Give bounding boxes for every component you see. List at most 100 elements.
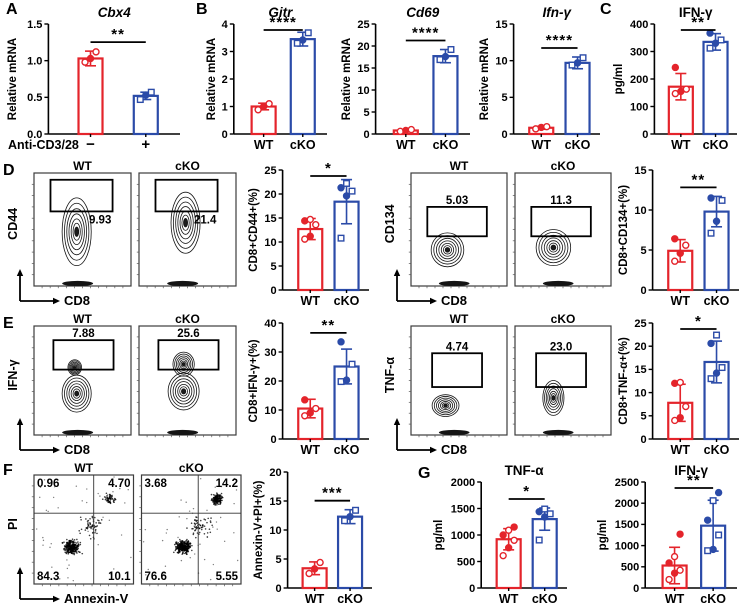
- data-point: [312, 404, 320, 413]
- contour: [74, 390, 80, 397]
- plot-frame: [138, 325, 237, 436]
- y-tick-label: 25: [264, 165, 276, 177]
- plot-title: WT: [73, 313, 92, 326]
- panel-label-b: B: [196, 1, 208, 18]
- data-point: [712, 369, 721, 377]
- E1F-svg: WT 7.88 cKO 25.6 CD8 IFN-γ: [6, 312, 237, 457]
- tnfa-elisa-bar-chart: 0 500 1000 1500 2000 pg/ml TNF-α WT cKO *: [432, 462, 575, 608]
- plot-title: WT: [74, 462, 93, 475]
- ifng-cd8-flow-plots: WT 7.88 cKO 25.6 CD8 IFN-γ: [6, 312, 240, 459]
- baseline-population: [542, 429, 574, 436]
- panel-label-a: A: [6, 1, 18, 18]
- data-point: [546, 510, 554, 518]
- x-category-label: WT: [305, 592, 325, 606]
- y-tick-label: 15: [495, 19, 507, 31]
- y-axis-title: CD8+TNF-α+(%): [618, 337, 630, 425]
- y-axis-title: Relative mRNA: [7, 38, 19, 120]
- contour: [61, 197, 92, 267]
- x-category-label: WT: [254, 138, 274, 152]
- y-axis-title: CD8+CD134+(%): [618, 185, 630, 275]
- y-tick-label: 25: [357, 19, 369, 31]
- data-point: [670, 569, 679, 577]
- baseline-population: [167, 429, 199, 436]
- gate-value: 7.88: [72, 328, 95, 340]
- y-tick-label: 5: [640, 245, 646, 257]
- C-svg: 0 100 200 300 400 pg/ml IFN-γ WT cKO **: [613, 5, 737, 152]
- D2B-svg: 0 5 10 15 CD8+CD134+(%) WT cKO **: [618, 165, 739, 308]
- panel-label-e: E: [3, 315, 14, 332]
- data-point: [136, 96, 144, 104]
- cbx4-bar-chart: 0.0 0.5 1.0 1.5 Relative mRNA Cbx4 − + Anti-CD3/…: [6, 4, 188, 154]
- y-axis-title: CD8+CD44+(%): [248, 188, 260, 272]
- x-category-label: cKO: [704, 443, 730, 457]
- contour: [443, 245, 452, 255]
- x-category-label: WT: [665, 592, 685, 606]
- FB-svg: 0 5 10 15 20 Annexin-V+PI+(%) WT cKO ***: [253, 467, 372, 606]
- significance-stars: **: [322, 317, 336, 334]
- data-point: [709, 497, 717, 505]
- contour: [181, 362, 186, 367]
- data-point: [671, 235, 679, 243]
- contour: [546, 240, 561, 255]
- B3-svg: 0 5 10 15 Relative mRNA Ifn-γ WT cKO ****: [479, 5, 600, 152]
- y-tick-label: 2: [222, 74, 228, 86]
- contour: [548, 242, 559, 253]
- x-category-label: +: [141, 136, 150, 153]
- gate-rect: [154, 178, 219, 213]
- data-point: [543, 122, 551, 131]
- significance-stars: ***: [322, 485, 343, 502]
- data-point: [510, 523, 518, 531]
- contour: [433, 396, 458, 416]
- gate-value: 9.93: [89, 214, 111, 226]
- x-axis-label: Annexin-V: [64, 591, 129, 606]
- gate-rect: [535, 352, 587, 388]
- plot-frame: [33, 325, 132, 436]
- quadrant-value-ur: 4.70: [108, 478, 130, 490]
- bar-cKO: [702, 40, 729, 136]
- ifng-elisa-bar-chart: 0 100 200 300 400 pg/ml IFN-γ WT cKO **: [612, 4, 745, 154]
- contour: [175, 355, 192, 373]
- data-point: [718, 196, 726, 204]
- contour: [73, 365, 77, 369]
- data-point: [346, 512, 354, 521]
- contour: [174, 381, 193, 402]
- y-tick-label: 15: [264, 213, 276, 225]
- y-tick-label: 5: [501, 92, 507, 104]
- data-point: [306, 409, 314, 417]
- x-category-label: cKO: [290, 138, 316, 152]
- y-tick-label: 5: [640, 411, 646, 423]
- contour: [70, 386, 83, 402]
- E1B-svg: 0 10 20 30 40 CD8+IFN-γ+(%) WT cKO **: [248, 317, 369, 457]
- bar-cKO: [336, 515, 364, 590]
- data-point: [299, 36, 307, 44]
- data-point: [707, 194, 715, 202]
- data-point: [305, 569, 313, 578]
- contour: [550, 244, 557, 251]
- y-tick-label: 400: [630, 19, 648, 31]
- data-point: [703, 516, 712, 524]
- y-tick-label: 15: [357, 63, 369, 75]
- significance-stars: *: [523, 483, 530, 500]
- quadrant-value-ur: 14.2: [216, 478, 238, 490]
- data-point: [304, 29, 312, 37]
- data-point: [676, 530, 684, 538]
- chart-title: Gitr: [268, 5, 293, 20]
- plot-frame: [140, 474, 242, 585]
- plot-frame: [410, 172, 508, 287]
- y-tick-label: 1500: [615, 519, 639, 531]
- y-tick-label: 1000: [615, 540, 639, 552]
- gate-value: 21.4: [194, 214, 217, 226]
- y-tick-label: 10: [357, 85, 369, 97]
- data-point: [676, 378, 684, 387]
- baseline-population: [438, 280, 470, 287]
- contour: [443, 403, 448, 408]
- y-tick-label: 2500: [615, 477, 639, 489]
- data-point: [671, 416, 679, 425]
- contour: [174, 353, 193, 375]
- contour: [68, 213, 85, 251]
- y-tick-label: 100: [630, 101, 648, 113]
- y-tick-label: 0: [633, 583, 639, 595]
- x-category-label: cKO: [703, 138, 729, 152]
- x-category-label: WT: [671, 138, 691, 152]
- panel-label-f: F: [3, 462, 13, 479]
